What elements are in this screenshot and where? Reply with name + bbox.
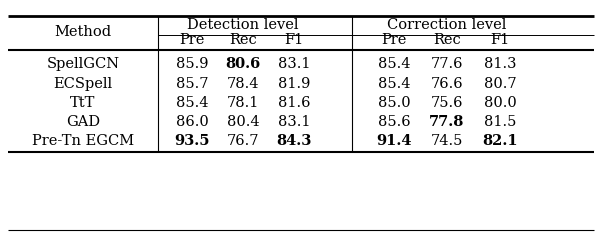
Text: 82.1: 82.1 [482, 134, 518, 148]
Text: 85.0: 85.0 [377, 96, 411, 110]
Text: 85.4: 85.4 [176, 96, 208, 110]
Text: 84.3: 84.3 [276, 134, 312, 148]
Text: 78.1: 78.1 [227, 96, 259, 110]
Text: 80.4: 80.4 [227, 115, 259, 129]
Text: F1: F1 [284, 33, 303, 47]
Text: 77.8: 77.8 [429, 115, 465, 129]
Text: Rec: Rec [229, 33, 257, 47]
Text: Correction level: Correction level [387, 18, 507, 32]
Text: 76.6: 76.6 [430, 77, 464, 91]
Text: 85.4: 85.4 [377, 57, 410, 71]
Text: Pre: Pre [381, 33, 407, 47]
Text: ECSpell: ECSpell [54, 77, 113, 91]
Text: 78.4: 78.4 [227, 77, 259, 91]
Text: Pre: Pre [179, 33, 205, 47]
Text: 93.5: 93.5 [174, 134, 209, 148]
Text: 81.9: 81.9 [278, 77, 310, 91]
Text: 91.4: 91.4 [376, 134, 412, 148]
Text: 81.6: 81.6 [278, 96, 310, 110]
Text: 86.0: 86.0 [176, 115, 208, 129]
Text: 77.6: 77.6 [431, 57, 464, 71]
Text: 83.1: 83.1 [278, 115, 310, 129]
Text: 85.7: 85.7 [176, 77, 208, 91]
Text: SpellGCN: SpellGCN [46, 57, 120, 71]
Text: 75.6: 75.6 [431, 96, 464, 110]
Text: 80.6: 80.6 [225, 57, 261, 71]
Text: 80.7: 80.7 [483, 77, 517, 91]
Text: 85.4: 85.4 [377, 77, 410, 91]
Text: 76.7: 76.7 [227, 134, 259, 148]
Text: Method: Method [54, 26, 111, 40]
Text: GAD: GAD [66, 115, 100, 129]
Text: 85.6: 85.6 [377, 115, 411, 129]
Text: Detection level: Detection level [187, 18, 299, 32]
Text: 83.1: 83.1 [278, 57, 310, 71]
Text: TtT: TtT [70, 96, 96, 110]
Text: 80.0: 80.0 [483, 96, 517, 110]
Text: 74.5: 74.5 [431, 134, 463, 148]
Text: 81.5: 81.5 [484, 115, 516, 129]
Text: F1: F1 [491, 33, 510, 47]
Text: 85.9: 85.9 [176, 57, 208, 71]
Text: 81.3: 81.3 [484, 57, 517, 71]
Text: Pre-Tn EGCM: Pre-Tn EGCM [32, 134, 134, 148]
Text: Rec: Rec [433, 33, 461, 47]
